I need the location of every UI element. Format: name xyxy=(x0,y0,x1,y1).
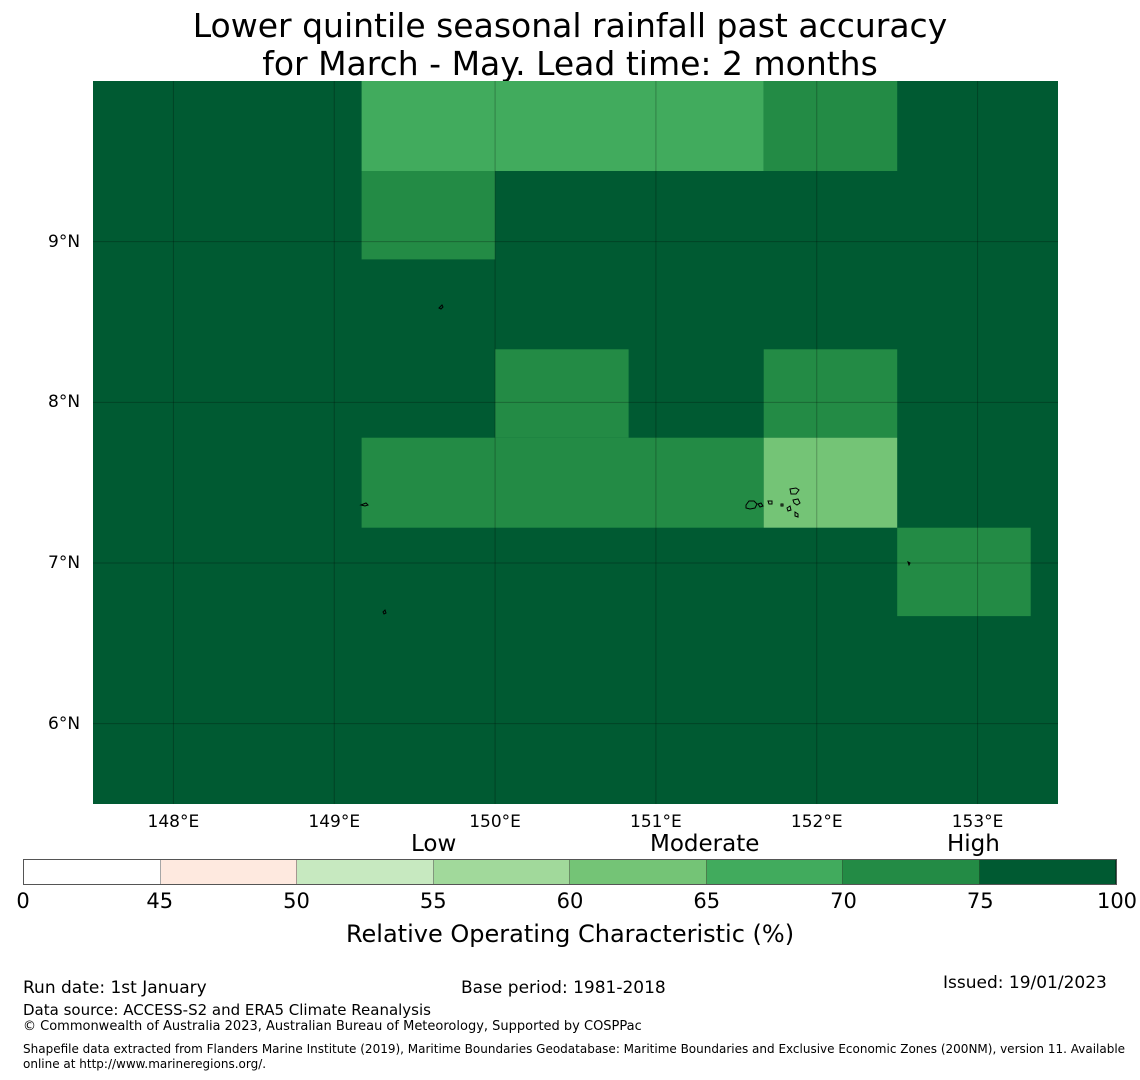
map-grid-cell xyxy=(361,437,764,528)
colorbar-tick-label: 75 xyxy=(966,889,994,913)
map-grid-cell xyxy=(361,171,496,260)
map-grid-cell xyxy=(495,349,629,438)
island-outline xyxy=(745,500,758,510)
longitude-tick-label: 150°E xyxy=(469,812,521,832)
run-date: Run date: 1st January xyxy=(23,978,207,998)
longitude-tick-label: 148°E xyxy=(147,812,200,832)
legend-category-low: Low xyxy=(411,831,457,857)
colorbar-tick-label: 100 xyxy=(1096,889,1138,913)
island-outline xyxy=(757,502,764,508)
colorbar xyxy=(23,859,1117,885)
latitude-tick-label: 8°N xyxy=(48,392,81,413)
colorbar-segment xyxy=(433,860,570,884)
shapefile-credit: Shapefile data extracted from Flanders M… xyxy=(23,1042,1126,1071)
colorbar-tick-label: 60 xyxy=(556,889,584,913)
colorbar-tick-label: 70 xyxy=(830,889,857,913)
longitude-tick-label: 149°E xyxy=(308,812,361,832)
colorbar-segment xyxy=(843,860,980,884)
map-title-line-1: Lower quintile seasonal rainfall past ac… xyxy=(192,6,948,45)
data-source: Data source: ACCESS-S2 and ERA5 Climate … xyxy=(23,1001,431,1019)
longitude-tick-label: 152°E xyxy=(790,812,843,832)
issued-date: Issued: 19/01/2023 xyxy=(943,973,1107,993)
colorbar-segment xyxy=(160,860,297,884)
map-title-line-2: for March - May. Lead time: 2 months xyxy=(262,44,878,83)
latitude-tick-label: 9°N xyxy=(48,231,81,252)
colorbar-segment xyxy=(297,860,434,884)
map-grid-cell xyxy=(763,349,898,438)
colorbar-segment xyxy=(979,860,1116,884)
island-outline xyxy=(382,609,387,615)
island-outline xyxy=(767,500,773,505)
island-outline xyxy=(780,503,784,507)
island-outline xyxy=(794,511,799,518)
map-grid-cell xyxy=(763,81,898,171)
island-outline xyxy=(438,304,444,310)
colorbar-tick-label: 45 xyxy=(146,889,174,913)
island-outline xyxy=(792,498,801,506)
island-outline xyxy=(786,505,792,512)
base-period: Base period: 1981-2018 xyxy=(461,978,666,998)
colorbar-tick-label: 65 xyxy=(693,889,721,913)
colorbar-label: Relative Operating Characteristic (%) xyxy=(345,920,795,948)
colorbar-segment xyxy=(24,860,161,884)
colorbar-segment xyxy=(570,860,707,884)
map-grid-cell xyxy=(763,437,898,528)
longitude-tick-label: 151°E xyxy=(630,812,682,832)
latitude-tick-label: 7°N xyxy=(48,553,81,573)
island-outline xyxy=(359,502,369,507)
copyright: © Commonwealth of Australia 2023, Austra… xyxy=(23,1019,642,1034)
map-grid-cell xyxy=(361,81,764,171)
colorbar-tick-label: 0 xyxy=(16,889,30,913)
island-outline xyxy=(907,561,911,567)
colorbar-tick-label: 50 xyxy=(283,889,310,913)
colorbar-tick-label: 55 xyxy=(419,889,447,913)
legend-category-high: High xyxy=(947,831,1000,857)
forecast-accuracy-map xyxy=(93,81,1058,804)
latitude-tick-label: 6°N xyxy=(48,713,81,734)
island-outline xyxy=(789,487,800,495)
legend-category-moderate: Moderate xyxy=(650,831,760,857)
colorbar-segment xyxy=(706,860,843,884)
map-grid-cell xyxy=(897,527,1031,617)
longitude-tick-label: 153°E xyxy=(951,812,1004,832)
